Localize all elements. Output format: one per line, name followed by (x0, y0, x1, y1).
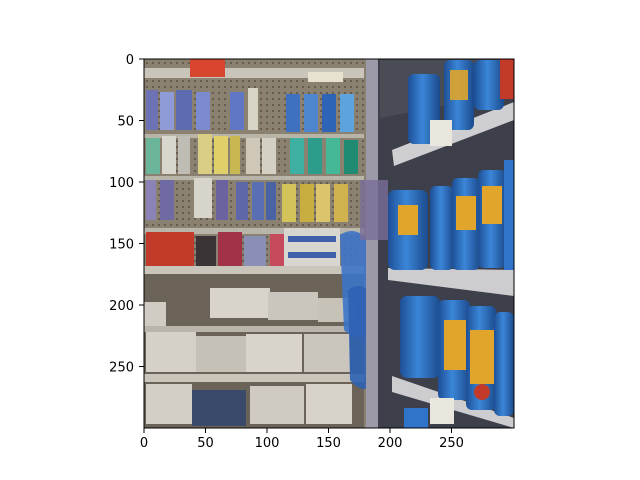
hanging-bags (340, 59, 388, 428)
x-tick-label-50: 50 (197, 436, 214, 451)
package-row-2 (146, 134, 358, 174)
package-row-3 (146, 178, 348, 222)
y-axis: 0 50 100 150 200 250 (109, 53, 144, 376)
y-tick-label-150: 150 (109, 238, 134, 253)
y-tick-label-0: 0 (126, 53, 134, 68)
y-tick-label-250: 250 (109, 361, 134, 376)
package-row-4 (146, 228, 340, 268)
y-tick-label-200: 200 (109, 299, 134, 314)
notebook-stacks (144, 274, 364, 428)
canister-shelves (380, 59, 514, 428)
package-row-1 (146, 88, 354, 132)
x-tick-label-250: 250 (439, 436, 464, 451)
x-tick-label-100: 100 (255, 436, 280, 451)
y-tick-label-100: 100 (109, 176, 134, 191)
x-tick-label-200: 200 (378, 436, 403, 451)
y-tick-label-50: 50 (117, 115, 134, 130)
store-shelf-photo (144, 59, 514, 428)
x-tick-label-0: 0 (140, 436, 148, 451)
x-tick-label-150: 150 (316, 436, 341, 451)
x-axis: 0 50 100 150 200 250 (140, 428, 464, 451)
